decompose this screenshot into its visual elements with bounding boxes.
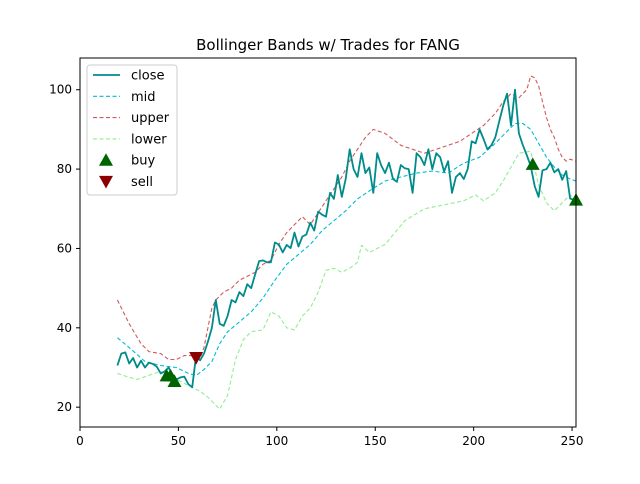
axes: 0 50 100 150 200 250 20 40 60 80 100 <box>49 57 584 448</box>
legend-label-lower: lower <box>131 132 167 147</box>
legend: close mid upper lower buy sell <box>86 64 178 196</box>
x-tick-label: 150 <box>364 434 387 448</box>
legend-label-close: close <box>131 69 164 84</box>
x-tick-label: 100 <box>265 434 288 448</box>
legend-label-sell: sell <box>131 175 153 190</box>
series-line-close <box>116 88 575 389</box>
axes-frame <box>79 57 577 428</box>
legend-label-upper: upper <box>131 111 170 126</box>
x-tick-label: 200 <box>462 434 485 448</box>
y-tick-label: 20 <box>57 400 72 414</box>
series-group <box>116 75 576 410</box>
y-tick-label: 40 <box>57 321 72 335</box>
series-line-mid <box>117 122 576 376</box>
y-tick-label: 100 <box>49 83 72 97</box>
plot-area <box>116 75 583 410</box>
sell-marker <box>189 351 204 365</box>
x-tick-label: 250 <box>561 434 584 448</box>
series-line-lower <box>117 150 576 410</box>
legend-label-mid: mid <box>131 90 156 105</box>
series-line-upper <box>116 75 576 361</box>
buy-marker <box>525 157 540 170</box>
legend-symbol-sell <box>99 175 113 189</box>
buy-marker <box>167 374 182 387</box>
legend-symbol-buy <box>99 153 113 166</box>
x-tick-label: 0 <box>76 434 84 448</box>
x-tick-label: 50 <box>171 434 186 448</box>
trade-markers <box>159 157 583 387</box>
chart-title: Bollinger Bands w/ Trades for FANG <box>196 36 460 54</box>
y-tick-label: 80 <box>57 162 72 176</box>
y-tick-label: 60 <box>57 241 72 255</box>
legend-label-buy: buy <box>131 154 155 169</box>
